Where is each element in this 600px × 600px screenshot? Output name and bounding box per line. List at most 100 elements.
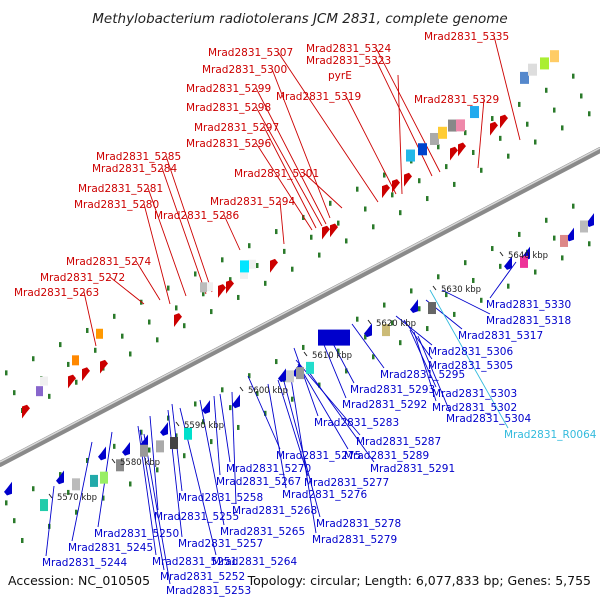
forward-gene-label: Mrad2831_5274: [66, 256, 151, 268]
kbp-tick-mark: [48, 493, 53, 499]
reverse-label-leader: [213, 395, 221, 476]
track-dot: [453, 311, 456, 317]
track-dot: [364, 334, 367, 340]
gene-block: [528, 63, 537, 76]
kbp-tick-label: 5600 kbp: [248, 386, 288, 396]
track-dot: [356, 186, 359, 192]
reverse-label-leader: [413, 331, 437, 402]
track-dot: [121, 333, 124, 339]
kbp-tick-label: 5620 kbp: [376, 319, 416, 329]
forward-label-leader: [303, 172, 343, 209]
reverse-label-leader: [489, 261, 517, 299]
track-dot: [75, 379, 78, 385]
track-dot: [86, 327, 89, 333]
track-dot: [372, 354, 375, 360]
track-dot: [464, 130, 467, 136]
label-leader-lines: [45, 35, 521, 585]
track-dot: [202, 291, 205, 297]
track-dot: [399, 340, 402, 346]
track-dot: [426, 326, 429, 332]
forward-gene-label: Mrad2831_5299: [186, 83, 271, 95]
gene-block: [520, 71, 529, 84]
forward-gene-label: Mrad2831_5272: [40, 272, 125, 284]
track-dot: [499, 263, 502, 269]
track-dot: [345, 238, 348, 244]
gene-block: [430, 132, 439, 145]
track-dot: [507, 283, 510, 289]
kbp-tick-mark: [111, 458, 116, 464]
track-dot: [480, 167, 483, 173]
reverse-gene-label: Mrad2831_5267: [216, 476, 301, 488]
reverse-gene-label: Mrad2831_5245: [68, 542, 153, 554]
kbp-tick-mark: [367, 319, 372, 325]
track-dot: [129, 481, 132, 487]
reverse-gene-arrow: [56, 470, 64, 485]
forward-gene-arrow: [458, 142, 466, 157]
kbp-tick-label: 5630 kbp: [441, 285, 481, 295]
forward-gene-arrow: [226, 279, 234, 294]
forward-gene-label: Mrad2831_5300: [202, 64, 287, 76]
forward-label-leader: [345, 95, 397, 195]
track-dot: [140, 429, 143, 435]
track-dot: [526, 121, 529, 127]
track-dot: [472, 149, 475, 155]
track-dot: [499, 135, 502, 141]
gene-block: [550, 50, 559, 63]
track-dot: [437, 274, 440, 280]
track-dot: [318, 382, 321, 388]
reverse-label-leader: [395, 315, 433, 346]
track-dot: [194, 271, 197, 277]
reverse-label-leader: [305, 367, 375, 463]
gene-block: [240, 269, 248, 279]
gene-block: [116, 459, 124, 472]
track-dot: [383, 302, 386, 308]
track-dot: [399, 210, 402, 216]
gene-block: [184, 427, 192, 440]
reverse-gene-arrow: [160, 422, 168, 436]
reverse-gene-arrow: [504, 256, 512, 270]
reverse-gene-label: Mrad2831_5253: [166, 585, 251, 597]
track-dot: [248, 373, 251, 379]
gene-block: [200, 282, 207, 293]
reverse-label-leader: [45, 485, 55, 557]
reverse-label-leader: [409, 329, 437, 388]
kbp-tick-mark: [499, 251, 504, 257]
genome-backbone-highlight: [0, 147, 600, 463]
reverse-gene-label: Mrad2831_R0064: [504, 429, 597, 441]
gene-block: [560, 234, 568, 247]
reverse-label-leader: [351, 323, 385, 369]
track-dot: [13, 518, 16, 524]
kbp-tick-mark: [303, 351, 308, 357]
track-dot: [5, 370, 8, 376]
track-dot: [445, 164, 448, 170]
reverse-gene-label: Mrad2831_5318: [486, 315, 571, 327]
reverse-gene-label: Mrad2831_5317: [458, 330, 543, 342]
gene-block: [40, 499, 48, 512]
track-dot: [345, 368, 348, 374]
track-dot: [256, 263, 259, 269]
track-dot: [561, 125, 564, 131]
track-dot: [518, 101, 521, 107]
forward-gene-arrow: [382, 184, 390, 199]
forward-gene-arrow: [404, 172, 412, 187]
track-dot: [426, 196, 429, 202]
forward-gene-arrow: [270, 258, 278, 273]
gene-block: [36, 386, 43, 397]
forward-label-leader: [271, 68, 331, 219]
gene-block: [382, 324, 390, 337]
forward-label-leader: [375, 59, 433, 177]
track-dot: [553, 235, 556, 241]
forward-label-leader: [143, 203, 171, 305]
gene-block: [96, 328, 103, 339]
reverse-gene-label: Mrad2831_5330: [486, 299, 571, 311]
track-dot: [175, 433, 178, 439]
forward-label-leader: [263, 126, 317, 229]
track-dot: [291, 266, 294, 272]
forward-gene-label: Mrad2831_5335: [424, 31, 509, 43]
track-dot: [410, 288, 413, 294]
reverse-gene-label: Mrad2831_5291: [370, 463, 455, 475]
reverse-label-leader: [293, 347, 319, 417]
forward-gene-label: Mrad2831_5297: [194, 122, 279, 134]
track-dot: [32, 486, 35, 492]
reverse-gene-label: Mrad2831_5251: [152, 556, 237, 568]
